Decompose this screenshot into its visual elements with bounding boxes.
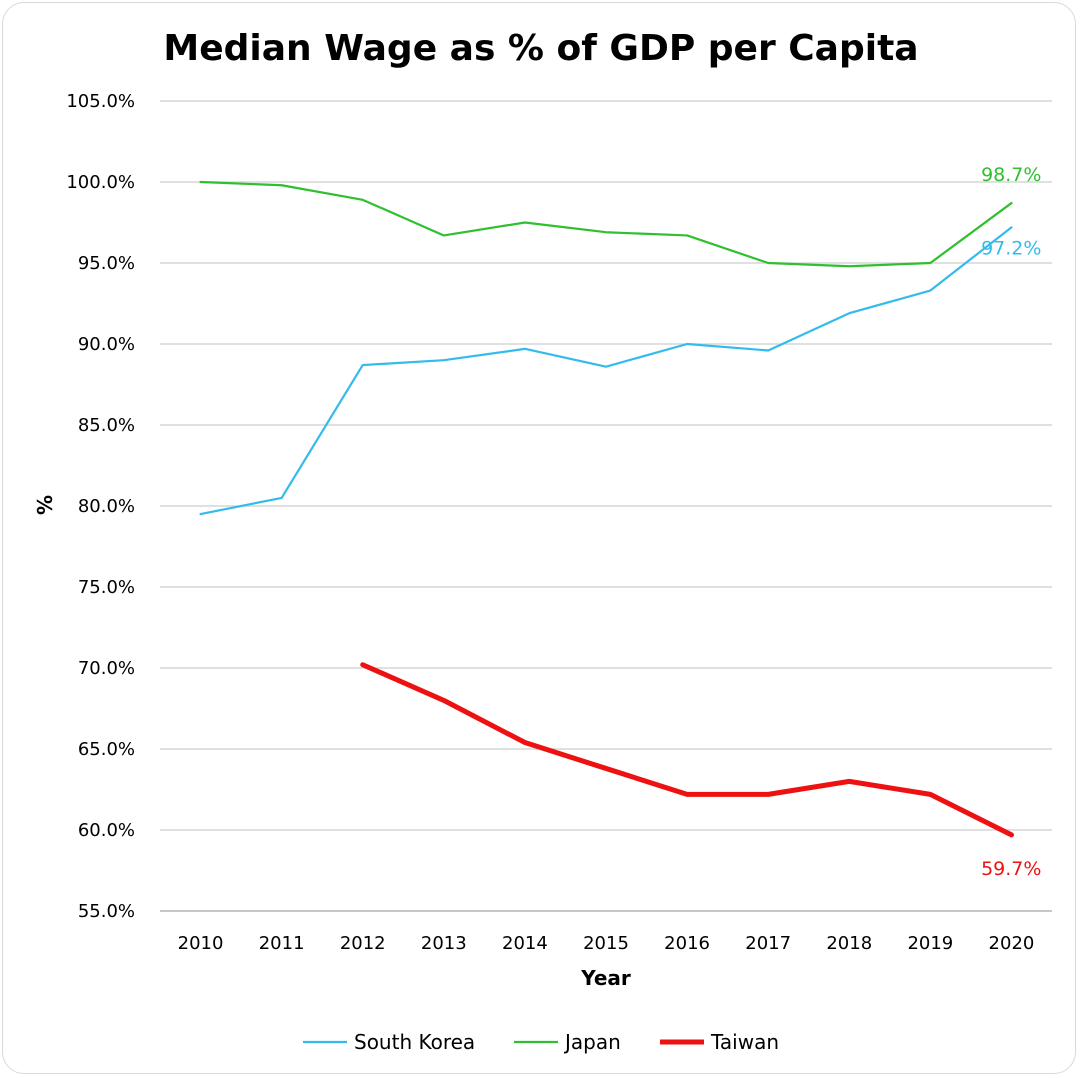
y-axis-label: % xyxy=(33,495,57,515)
x-tick-label: 2019 xyxy=(907,933,953,954)
legend-label: Japan xyxy=(563,1030,621,1054)
y-tick-label: 85.0% xyxy=(78,415,135,436)
gridlines xyxy=(160,100,1052,912)
x-axis-label: Year xyxy=(580,966,631,990)
x-tick-label: 2013 xyxy=(421,933,467,954)
y-tick-label: 105.0% xyxy=(66,91,135,112)
y-tick-label: 75.0% xyxy=(78,577,135,598)
x-tick-label: 2011 xyxy=(259,933,305,954)
y-tick-label: 100.0% xyxy=(66,172,135,193)
y-tick-label: 65.0% xyxy=(78,739,135,760)
end-label-taiwan: 59.7% xyxy=(981,858,1041,880)
y-tick-label: 95.0% xyxy=(78,253,135,274)
series-line-south-korea xyxy=(199,226,1013,516)
x-tick-label: 2018 xyxy=(826,933,872,954)
x-tick-label: 2014 xyxy=(502,933,548,954)
y-tick-label: 90.0% xyxy=(78,334,135,355)
series-line-taiwan xyxy=(360,662,1014,838)
x-tick-label: 2016 xyxy=(664,933,710,954)
legend: South Korea Japan Taiwan xyxy=(303,1030,779,1054)
y-tick-label: 55.0% xyxy=(78,901,135,922)
x-tick-label: 2015 xyxy=(583,933,629,954)
x-tick-label: 2020 xyxy=(989,933,1035,954)
series-lines xyxy=(199,180,1014,838)
series-line-japan xyxy=(199,180,1013,268)
end-label-japan: 98.7% xyxy=(981,164,1041,186)
chart-title: Median Wage as % of GDP per Capita xyxy=(163,28,918,69)
y-tick-labels: 55.0% 60.0% 65.0% 70.0% 75.0% 80.0% 85.0% 90.0%… xyxy=(66,91,135,922)
x-tick-label: 2010 xyxy=(178,933,224,954)
x-tick-label: 2012 xyxy=(340,933,386,954)
end-label-south-korea: 97.2% xyxy=(981,237,1041,259)
legend-label: Taiwan xyxy=(710,1030,779,1054)
y-tick-label: 60.0% xyxy=(78,820,135,841)
x-tick-label: 2017 xyxy=(745,933,791,954)
y-tick-label: 80.0% xyxy=(78,496,135,517)
end-labels: 97.2% 98.7% 59.7% xyxy=(981,164,1041,880)
x-tick-labels: 2010 2011 2012 2013 2014 2015 2016 2017 2018 2019… xyxy=(178,933,1035,954)
y-tick-label: 70.0% xyxy=(78,658,135,679)
legend-label: South Korea xyxy=(354,1030,475,1054)
